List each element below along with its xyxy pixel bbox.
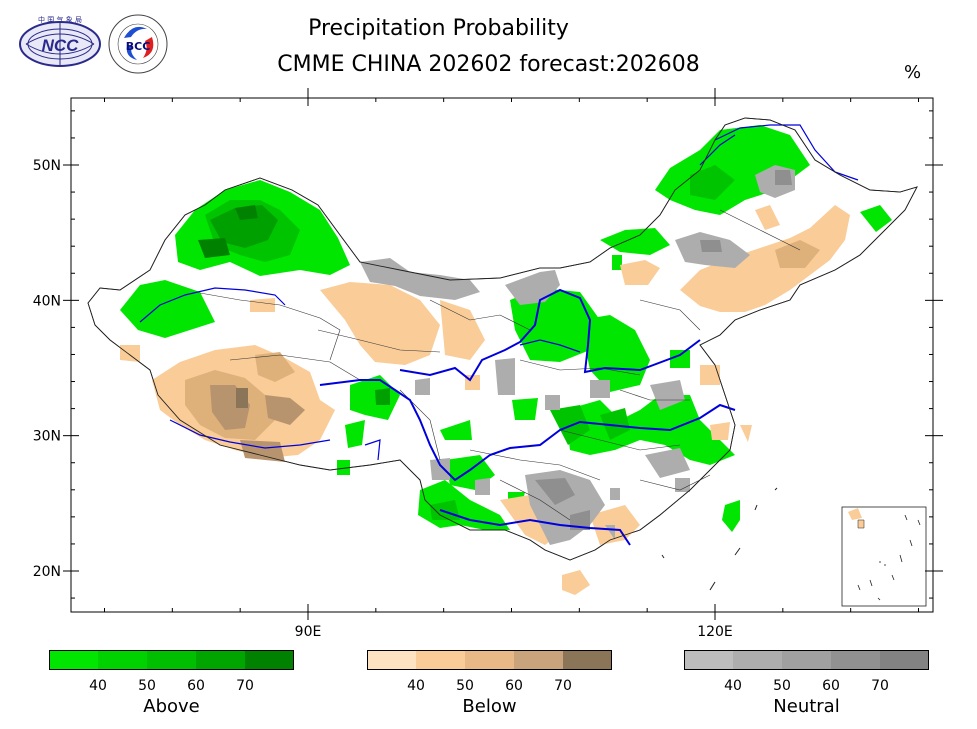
- colorbar-swatch: [684, 650, 733, 670]
- yellow-river: [399, 288, 701, 382]
- pearl-river: [439, 509, 631, 546]
- colorbar-swatch: [196, 650, 245, 670]
- colorbar-title: Below: [462, 696, 517, 717]
- colorbar-swatch: [367, 650, 416, 670]
- colorbar-swatch: [514, 650, 563, 670]
- south-china-sea-inset: [841, 506, 927, 607]
- y-tick-label: 50N: [33, 158, 61, 174]
- y-tick-label: 40N: [33, 293, 61, 309]
- colorbar-tick-label: 40: [724, 678, 742, 694]
- colorbar-tick-label: 70: [554, 678, 572, 694]
- map-title: Precipitation Probability: [308, 16, 569, 41]
- unit-label: %: [904, 62, 922, 83]
- colorbar-tick-label: 60: [505, 678, 523, 694]
- ncc-logo-text: NCC: [42, 36, 80, 55]
- x-tick-label: 90E: [295, 624, 322, 640]
- colorbar-tick-label: 50: [456, 678, 474, 694]
- colorbar-swatch: [98, 650, 147, 670]
- x-tick-label: 120E: [697, 624, 733, 640]
- bcc-logo-text: BCC: [126, 40, 151, 53]
- y-tick-label: 30N: [33, 429, 61, 445]
- colorbar-tick-label: 70: [236, 678, 254, 694]
- colorbar-tick-label: 40: [89, 678, 107, 694]
- yangtze-river: [319, 379, 736, 482]
- colorbar-tick-label: 50: [773, 678, 791, 694]
- svg-text:中 国 气 象 局: 中 国 气 象 局: [38, 15, 82, 24]
- colorbar-tick-label: 70: [871, 678, 889, 694]
- colorbar-tick-label: 50: [138, 678, 156, 694]
- colorbar-swatch: [880, 650, 929, 670]
- colorbar-swatch: [563, 650, 612, 670]
- y-tick-label: 20N: [33, 564, 61, 580]
- map-subtitle: CMME CHINA 202602 forecast:202608: [277, 52, 700, 77]
- colorbar-tick-label: 60: [822, 678, 840, 694]
- colorbar-title: Neutral: [773, 696, 840, 717]
- colorbar-swatch: [465, 650, 514, 670]
- ncc-logo: NCC 中 国 气 象 局: [19, 15, 101, 67]
- colorbar-swatch: [245, 650, 294, 670]
- colorbar-swatch: [416, 650, 465, 670]
- colorbar-swatch: [831, 650, 880, 670]
- colorbar-title: Above: [143, 696, 200, 717]
- colorbar-tick-label: 60: [187, 678, 205, 694]
- colorbar-swatch: [49, 650, 98, 670]
- colorbar-swatch: [782, 650, 831, 670]
- colorbar-swatch: [733, 650, 782, 670]
- map-frame: [70, 97, 934, 613]
- colorbar-tick-label: 40: [407, 678, 425, 694]
- colorbar-swatch: [147, 650, 196, 670]
- bcc-logo: BCC: [108, 14, 168, 74]
